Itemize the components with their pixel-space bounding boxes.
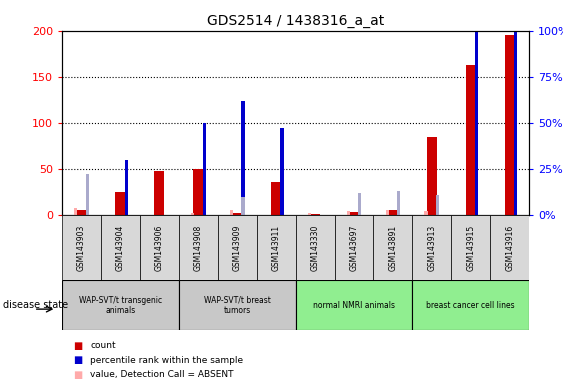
Bar (475, 18, 478, 215)
Bar (178, 215, 218, 280)
Text: GSM143908: GSM143908 (194, 225, 203, 271)
Bar (242, 101, 244, 215)
Bar (140, 215, 178, 280)
Bar (436, 195, 439, 215)
Bar (452, 215, 490, 280)
Text: GSM143330: GSM143330 (311, 225, 320, 271)
Text: disease state: disease state (3, 300, 68, 310)
Bar (191, 213, 194, 215)
Bar (334, 215, 373, 280)
Text: ■: ■ (73, 341, 82, 351)
Bar (397, 191, 400, 215)
Bar (233, 213, 242, 215)
Text: breast cancer cell lines: breast cancer cell lines (427, 301, 515, 310)
Bar (242, 197, 244, 215)
Bar (307, 213, 311, 215)
Text: WAP-SVT/t transgenic
animals: WAP-SVT/t transgenic animals (79, 296, 162, 315)
Text: WAP-SVT/t breast
tumors: WAP-SVT/t breast tumors (204, 296, 271, 315)
Bar (178, 280, 296, 330)
Bar (388, 210, 398, 215)
Text: GSM143904: GSM143904 (116, 225, 125, 271)
Text: GSM143911: GSM143911 (271, 225, 280, 271)
Bar (373, 215, 412, 280)
Text: GSM143697: GSM143697 (350, 225, 359, 271)
Bar (193, 169, 203, 215)
Bar (505, 35, 515, 215)
Bar (310, 214, 320, 215)
Text: GSM143903: GSM143903 (77, 225, 86, 271)
Text: GSM143909: GSM143909 (233, 225, 242, 271)
Text: ■: ■ (73, 370, 82, 380)
Bar (154, 171, 164, 215)
Bar (271, 182, 281, 215)
Text: GSM143891: GSM143891 (388, 225, 397, 271)
Bar (101, 215, 140, 280)
Bar (490, 215, 529, 280)
Bar (386, 210, 388, 215)
Bar (296, 215, 334, 280)
Bar (349, 212, 359, 215)
Bar (203, 123, 205, 215)
Text: count: count (90, 341, 116, 350)
Text: GSM143906: GSM143906 (155, 225, 164, 271)
Bar (257, 215, 296, 280)
Bar (62, 215, 101, 280)
Text: value, Detection Call = ABSENT: value, Detection Call = ABSENT (90, 370, 234, 379)
Text: normal NMRI animals: normal NMRI animals (313, 301, 395, 310)
Bar (77, 210, 86, 215)
Title: GDS2514 / 1438316_a_at: GDS2514 / 1438316_a_at (207, 14, 384, 28)
Bar (86, 174, 89, 215)
Bar (296, 280, 412, 330)
Text: ■: ■ (73, 355, 82, 365)
Bar (425, 211, 427, 215)
Text: percentile rank within the sample: percentile rank within the sample (90, 356, 243, 365)
Text: GSM143913: GSM143913 (427, 225, 436, 271)
Bar (74, 208, 77, 215)
Bar (280, 128, 284, 215)
Text: GSM143915: GSM143915 (466, 225, 475, 271)
Bar (115, 192, 125, 215)
Bar (124, 160, 128, 215)
Bar (218, 215, 257, 280)
Bar (230, 210, 233, 215)
Bar (412, 215, 452, 280)
Text: GSM143916: GSM143916 (505, 225, 514, 271)
Bar (62, 280, 178, 330)
Bar (466, 65, 476, 215)
Bar (427, 137, 437, 215)
Bar (514, 12, 517, 215)
Bar (347, 211, 350, 215)
Bar (358, 193, 361, 215)
Bar (412, 280, 529, 330)
